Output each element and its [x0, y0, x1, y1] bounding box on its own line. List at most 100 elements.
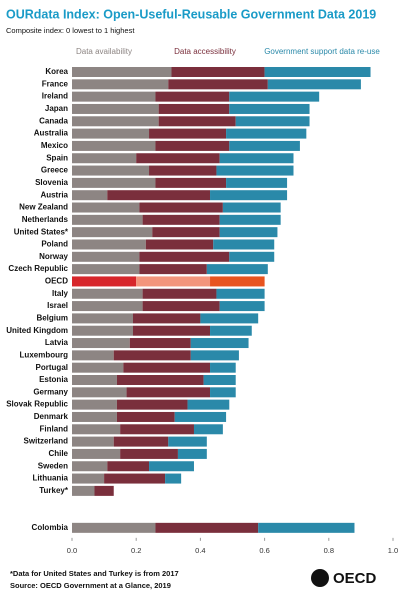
bar-segment	[72, 116, 159, 127]
bar-segment	[104, 473, 166, 484]
category-label: United Kingdom	[6, 326, 68, 335]
bar-segment	[72, 313, 133, 324]
bar-segment	[190, 350, 239, 361]
bar-segment	[155, 177, 227, 188]
bar-segment	[149, 165, 217, 176]
bar-segment	[155, 522, 259, 533]
bar-segment	[72, 362, 124, 373]
bar-segment	[226, 128, 307, 139]
bar-segment	[149, 128, 227, 139]
bar-segment	[72, 325, 133, 336]
x-tick-label: 0.0	[67, 546, 77, 555]
bar-segment	[72, 375, 117, 385]
bar-segment	[123, 362, 211, 373]
bar-segment	[219, 214, 281, 225]
bar-segment	[267, 79, 361, 90]
category-label: Belgium	[36, 314, 68, 323]
bar-segment	[216, 288, 265, 299]
category-label: Turkey*	[39, 486, 69, 495]
bar-segment	[200, 313, 259, 324]
bar-segment	[120, 448, 178, 459]
category-label: Lithuania	[32, 474, 68, 483]
source: Source: OECD Government at a Glance, 201…	[10, 581, 171, 590]
bar-segment	[116, 411, 175, 422]
category-label: Czech Republic	[8, 264, 68, 273]
legend-label: Government support data re-use	[264, 47, 380, 56]
legend-label: Data availability	[76, 47, 132, 56]
bar-segment	[72, 79, 169, 90]
bar-segment	[216, 165, 294, 176]
bar-segment	[229, 91, 320, 102]
category-label: Norway	[39, 252, 68, 261]
footnote: *Data for United States and Turkey is fr…	[10, 569, 179, 578]
bar-segment	[142, 288, 217, 299]
x-tick-label: 0.6	[259, 546, 269, 555]
category-label: Portugal	[36, 363, 68, 372]
bar-segment	[139, 202, 223, 213]
category-label: Italy	[52, 289, 69, 298]
bar-segment	[142, 301, 220, 312]
category-label: Netherlands	[22, 215, 69, 224]
bar-segment	[229, 140, 300, 151]
bar-segment	[136, 276, 211, 287]
bar-segment	[174, 411, 227, 422]
bar-segment	[136, 153, 220, 164]
category-label: United States*	[14, 227, 69, 236]
bar-segment	[72, 436, 114, 447]
bar-segment	[72, 227, 153, 238]
bar-segment	[72, 387, 127, 398]
bar-segment	[210, 190, 288, 201]
category-label: Australia	[34, 129, 69, 138]
bar-segment	[229, 251, 275, 262]
bar-segment	[72, 202, 140, 213]
logo-text: OECD	[333, 570, 377, 587]
category-label: Slovak Republic	[6, 400, 68, 409]
category-label: Mexico	[41, 141, 68, 150]
category-label: Denmark	[34, 412, 69, 421]
bar-segment	[72, 473, 105, 484]
category-label: Switzerland	[24, 437, 69, 446]
category-label: Latvia	[45, 338, 69, 347]
bar-segment	[165, 473, 182, 484]
category-label: OECD	[45, 277, 68, 286]
bar-segment	[139, 264, 207, 275]
bar-segment	[72, 190, 108, 201]
bar-segment	[72, 128, 150, 139]
category-label: Canada	[39, 116, 68, 125]
category-label: Poland	[41, 240, 68, 249]
category-label: Korea	[45, 67, 68, 76]
bar-segment	[72, 251, 140, 262]
bar-segment	[94, 485, 114, 496]
x-tick-label: 0.2	[131, 546, 141, 555]
x-tick-label: 0.8	[324, 546, 334, 555]
chart-title: OURdata Index: Open-Useful-Reusable Gove…	[6, 7, 376, 21]
category-label: Japan	[45, 104, 68, 113]
bar-segment	[113, 350, 191, 361]
bar-segment	[177, 448, 207, 459]
bar-segment	[72, 448, 121, 459]
logo-mark	[311, 569, 329, 587]
bar-segment	[187, 399, 230, 410]
bar-segment	[72, 165, 150, 176]
bar-segment	[72, 424, 121, 435]
category-label: Chile	[48, 449, 68, 458]
category-label: Estonia	[39, 375, 68, 384]
bar-segment	[107, 190, 211, 201]
bar-segment	[258, 522, 355, 533]
chart-subtitle: Composite index: 0 lowest to 1 highest	[6, 26, 135, 35]
bar-segment	[145, 239, 214, 250]
bar-segment	[129, 338, 191, 349]
bar-segment	[226, 177, 288, 188]
bar-segment	[72, 338, 130, 349]
category-label: Austria	[40, 190, 68, 199]
bar-segment	[190, 338, 249, 349]
bar-segment	[210, 362, 236, 373]
bar-segment	[149, 461, 194, 472]
bar-segment	[235, 116, 310, 127]
category-label: Sweden	[38, 461, 68, 470]
category-label: France	[42, 79, 69, 88]
bar-segment	[203, 375, 236, 385]
category-label: Greece	[41, 166, 69, 175]
bar-segment	[72, 276, 137, 287]
bar-segment	[168, 436, 207, 447]
